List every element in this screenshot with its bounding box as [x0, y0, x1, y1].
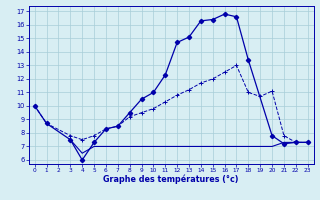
X-axis label: Graphe des températures (°c): Graphe des températures (°c)	[103, 175, 239, 184]
